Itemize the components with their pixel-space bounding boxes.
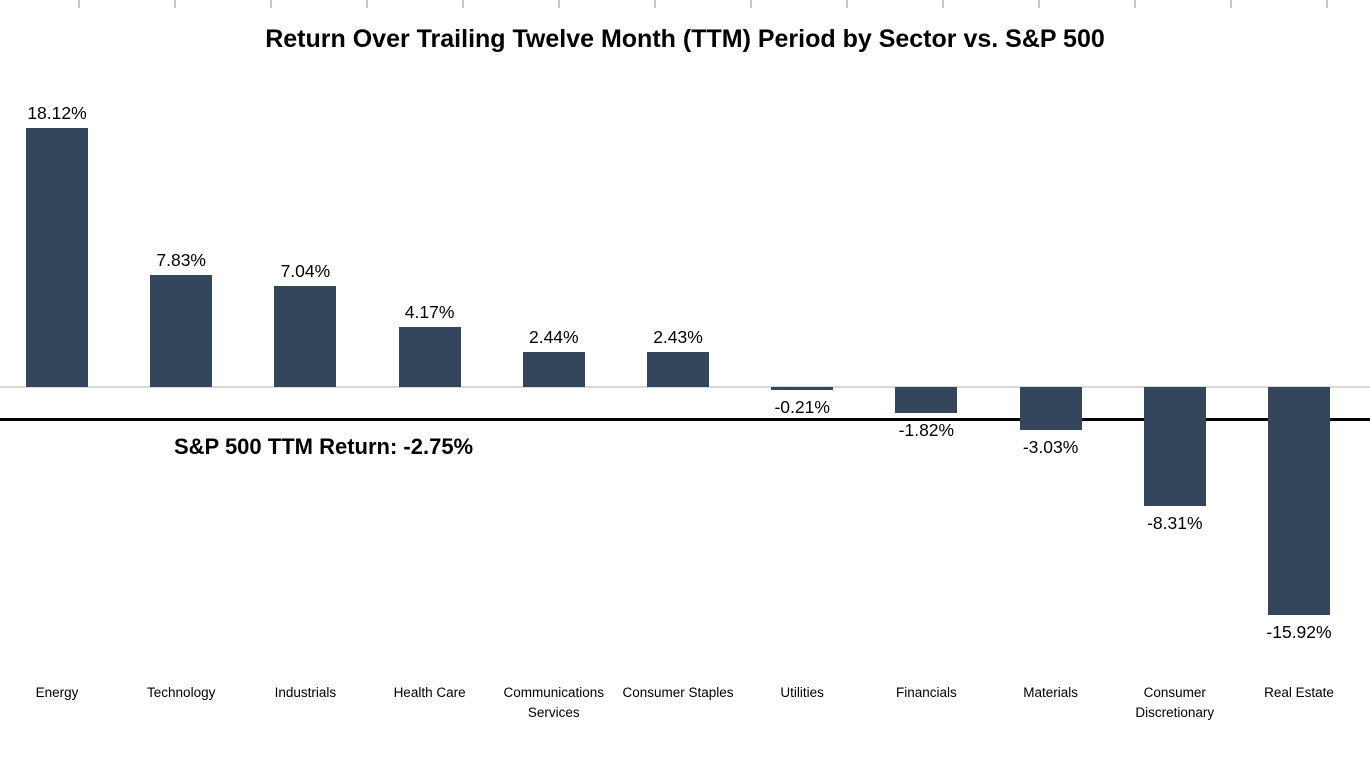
bar-financials	[895, 387, 958, 414]
category-label: Industrials	[274, 685, 337, 700]
gridline-tick	[846, 0, 848, 8]
category-label: Real Estate	[1264, 685, 1334, 700]
gridline-tick	[366, 0, 368, 8]
value-label: 2.44%	[528, 327, 579, 348]
bar-real-estate	[1268, 387, 1330, 615]
gridline-tick	[78, 0, 80, 8]
sp500-annotation: S&P 500 TTM Return: -2.75%	[174, 434, 474, 459]
gridline-tick	[174, 0, 176, 8]
bar-industrials	[274, 286, 337, 387]
category-label: Health Care	[393, 685, 466, 700]
category-label: Materials	[1023, 685, 1078, 700]
gridline-tick	[1326, 0, 1328, 8]
gridline-tick	[750, 0, 752, 8]
category-label: Technology	[147, 685, 216, 700]
value-label: -1.82%	[898, 420, 955, 441]
category-label: Energy	[35, 685, 79, 700]
bar-communications-services	[522, 352, 585, 387]
gridline-tick	[270, 0, 272, 8]
gridline-tick	[654, 0, 656, 8]
value-label: 7.04%	[280, 261, 331, 282]
gridline-tick	[942, 0, 944, 8]
category-label: Consumer Discretionary	[1135, 685, 1215, 720]
bar-technology	[150, 275, 213, 387]
value-label: 2.43%	[653, 327, 703, 348]
category-label: Communications Services	[503, 685, 605, 720]
category-label: Utilities	[780, 685, 824, 700]
zero-axis-line	[0, 386, 1370, 388]
value-label: -0.21%	[774, 397, 830, 417]
gridline-tick	[1230, 0, 1232, 8]
category-label: Consumer Staples	[622, 685, 734, 700]
bar-energy	[26, 127, 88, 387]
value-label: -8.31%	[1147, 512, 1203, 533]
bar-health-care	[398, 327, 461, 387]
gridline-tick	[1038, 0, 1040, 8]
category-label: Financials	[896, 685, 957, 700]
value-label: 18.12%	[27, 102, 87, 123]
chart-title: Return Over Trailing Twelve Month (TTM) …	[265, 25, 1105, 53]
gridline-tick	[1134, 0, 1136, 8]
bar-utilities	[771, 387, 834, 390]
gridline-tick	[558, 0, 560, 8]
value-label: -15.92%	[1266, 621, 1332, 642]
bar-materials	[1019, 387, 1082, 431]
gridline-tick	[462, 0, 464, 8]
sp500-reference-line	[0, 418, 1370, 421]
bar-consumer-staples	[647, 352, 709, 387]
value-label: 7.83%	[156, 250, 206, 271]
value-label: -3.03%	[1022, 437, 1079, 458]
value-label: 4.17%	[404, 302, 455, 323]
bar-consumer-discretionary	[1143, 387, 1206, 506]
